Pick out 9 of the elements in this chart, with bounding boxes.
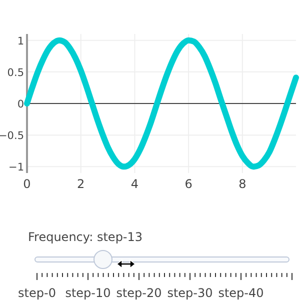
y-tick-label: 0.5 (7, 66, 24, 79)
y-tick-label: 1 (17, 35, 24, 48)
x-tick-label: 8 (238, 177, 246, 191)
y-tick-label: 0 (17, 98, 24, 110)
x-tick-label: 2 (77, 177, 85, 191)
x-tick-label: 4 (130, 177, 139, 191)
slider: Frequency: step-13 step-0 step-10 step-20 step-30 step-40 (18, 230, 292, 300)
x-tick-label: 6 (184, 177, 192, 191)
y-tick-label: −1 (8, 162, 24, 174)
